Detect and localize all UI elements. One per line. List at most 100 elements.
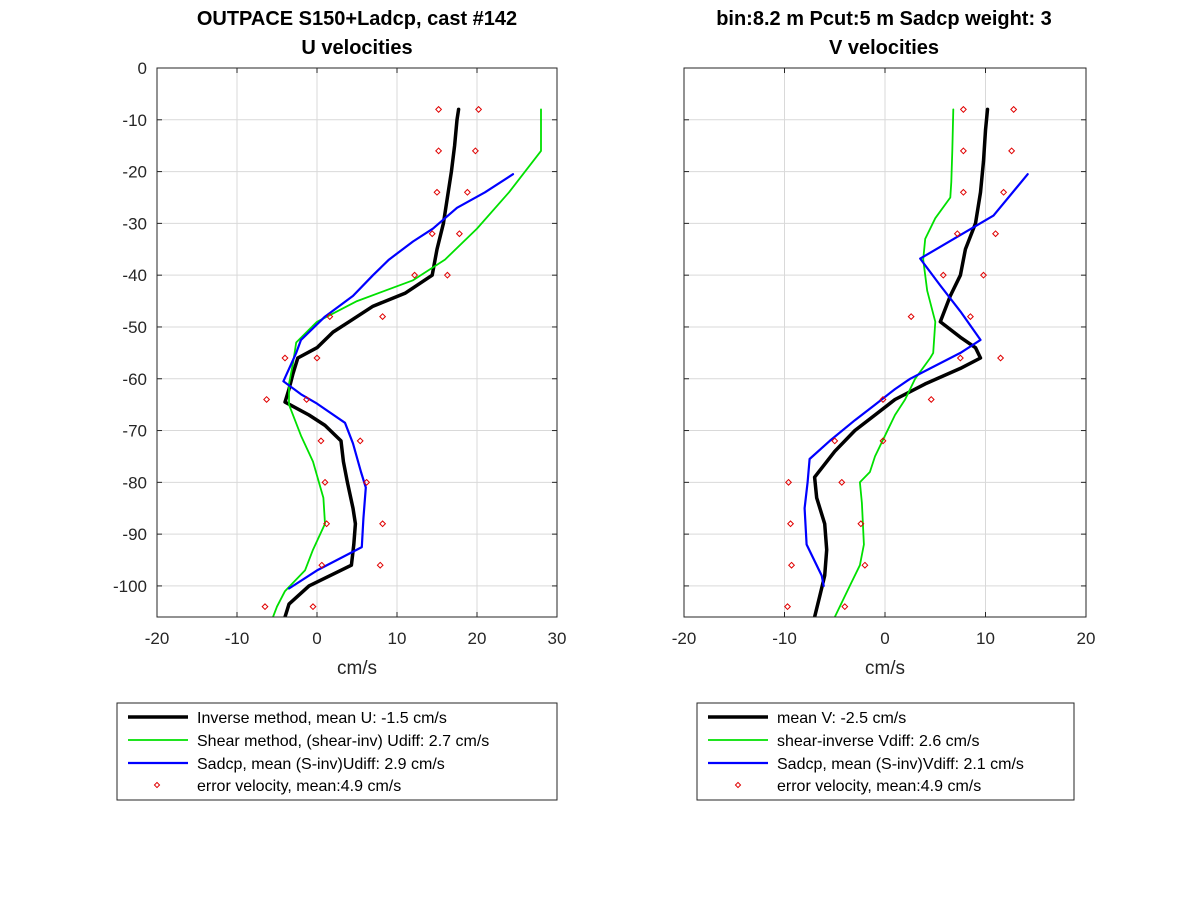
right-series-3-error-marker xyxy=(992,230,1000,238)
left-x-tick-label: 20 xyxy=(468,629,487,648)
right-panel: bin:8.2 m Pcut:5 m Sadcp weight: 3 V vel… xyxy=(672,8,1096,679)
left-axes-box xyxy=(156,67,558,618)
left-series-3-error-marker xyxy=(411,271,419,279)
right-panel-title: bin:8.2 m Pcut:5 m Sadcp weight: 3 xyxy=(716,8,1052,30)
right-series-3-error-marker xyxy=(1010,105,1018,113)
left-series-3-error-marker xyxy=(303,395,311,403)
left-series-3-error-marker xyxy=(443,271,451,279)
right-legend: mean V: -2.5 cm/s shear-inverse Vdiff: 2… xyxy=(696,702,1075,801)
left-panel: OUTPACE S150+Ladcp, cast #142 U velociti… xyxy=(113,8,566,679)
right-series-3-error-marker xyxy=(788,561,796,569)
right-series xyxy=(784,105,1029,617)
left-panel-subtitle: U velocities xyxy=(301,37,412,59)
legend-label-inverse: Inverse method, mean U: -1.5 cm/s xyxy=(197,710,447,727)
right-series-3-error-marker xyxy=(879,395,887,403)
right-series-3-error-marker xyxy=(857,520,865,528)
right-series-3-error-marker xyxy=(1008,147,1016,155)
left-series-3-error-marker xyxy=(313,354,321,362)
left-series-3-error-marker xyxy=(318,561,326,569)
left-x-tick-label: 30 xyxy=(548,629,567,648)
right-series-3-error-marker xyxy=(879,437,887,445)
left-series-1-line xyxy=(272,108,542,617)
legend-marker-error xyxy=(153,781,161,789)
right-series-3-error-marker xyxy=(841,603,849,611)
right-series-3-error-marker xyxy=(953,230,961,238)
right-series-3-error-marker xyxy=(787,520,795,528)
right-x-axis-label: cm/s xyxy=(865,658,905,679)
left-series-3-error-marker xyxy=(463,188,471,196)
right-series-3-error-marker xyxy=(956,354,964,362)
right-series-3-error-marker xyxy=(1000,188,1008,196)
right-series-3-error-marker xyxy=(861,561,869,569)
left-y-tick-label: -40 xyxy=(122,266,147,285)
right-x-tick-label: 0 xyxy=(880,629,889,648)
left-series-3-error-marker xyxy=(379,520,387,528)
left-y-tick-label: -70 xyxy=(122,422,147,441)
left-series-3-error-marker xyxy=(309,603,317,611)
left-y-tick-label: -60 xyxy=(122,370,147,389)
left-series-3-error-marker xyxy=(433,188,441,196)
left-series-0-line xyxy=(283,107,461,617)
left-series-3-error-marker xyxy=(263,395,271,403)
right-series-3-error-marker xyxy=(997,354,1005,362)
legend-label-error-v: error velocity, mean:4.9 cm/s xyxy=(777,778,981,795)
left-legend: Inverse method, mean U: -1.5 cm/s Shear … xyxy=(116,702,558,801)
left-x-tick-label: 0 xyxy=(312,629,321,648)
right-series-3-error-marker xyxy=(939,271,947,279)
left-panel-title: OUTPACE S150+Ladcp, cast #142 xyxy=(197,8,517,30)
right-x-tick-label: 20 xyxy=(1077,629,1096,648)
right-panel-subtitle: V velocities xyxy=(829,37,939,59)
left-legend-box xyxy=(116,702,558,801)
left-series-3-error-marker xyxy=(471,147,479,155)
left-series-3-error-marker xyxy=(376,561,384,569)
legend-label-mean-v: mean V: -2.5 cm/s xyxy=(777,710,906,727)
left-series-3-error-marker xyxy=(261,603,269,611)
right-series-0-line xyxy=(812,107,990,617)
left-ticks: -20 -10 0 10 20 300-10-20-30-40-50-60-70-80-9… xyxy=(113,59,566,648)
legend-label-shear: Shear method, (shear-inv) Udiff: 2.7 cm/… xyxy=(197,733,489,750)
left-series-3-error-marker xyxy=(475,105,483,113)
left-y-tick-label: -10 xyxy=(122,111,147,130)
left-series-3-error-marker xyxy=(356,437,364,445)
left-series-3-error-marker xyxy=(317,437,325,445)
left-series-3-error-marker xyxy=(435,105,443,113)
left-y-tick-label: -80 xyxy=(122,473,147,492)
right-series-3-error-marker xyxy=(838,478,846,486)
left-y-tick-label: -20 xyxy=(122,163,147,182)
left-series-3-error-marker xyxy=(326,313,334,321)
left-y-tick-label: -50 xyxy=(122,318,147,337)
right-series-3-error-marker xyxy=(959,105,967,113)
legend-marker-error-v xyxy=(734,781,742,789)
left-series-3-error-marker xyxy=(455,230,463,238)
left-x-tick-label: 10 xyxy=(388,629,407,648)
left-y-tick-label: -30 xyxy=(122,214,147,233)
right-series-3-error-marker xyxy=(785,478,793,486)
right-series-3-error-marker xyxy=(831,437,839,445)
right-x-tick-label: -10 xyxy=(772,629,797,648)
right-series-3-error-marker xyxy=(966,313,974,321)
left-series-3-error-marker xyxy=(281,354,289,362)
legend-label-sadcp: Sadcp, mean (S-inv)Udiff: 2.9 cm/s xyxy=(197,756,445,773)
left-x-tick-label: -10 xyxy=(225,629,250,648)
right-series-3-error-marker xyxy=(959,188,967,196)
right-x-tick-label: -20 xyxy=(672,629,697,648)
legend-label-shear-inverse: shear-inverse Vdiff: 2.6 cm/s xyxy=(777,733,979,750)
left-x-tick-label: -20 xyxy=(145,629,170,648)
left-series-3-error-marker xyxy=(363,478,371,486)
right-series-2-line xyxy=(803,173,1029,588)
left-series-3-error-marker xyxy=(435,147,443,155)
right-ticks: -20 -10 0 10 20 xyxy=(672,67,1096,648)
left-series-2-line xyxy=(282,173,515,590)
right-series-3-error-marker xyxy=(959,147,967,155)
left-series-3-error-marker xyxy=(379,313,387,321)
right-series-3-error-marker xyxy=(979,271,987,279)
left-y-tick-label: -90 xyxy=(122,525,147,544)
right-legend-box xyxy=(696,702,1075,801)
right-series-3-error-marker xyxy=(907,313,915,321)
left-series-3-error-marker xyxy=(428,230,436,238)
right-series-3-error-marker xyxy=(927,395,935,403)
right-series-3-error-marker xyxy=(784,603,792,611)
left-series xyxy=(261,105,542,617)
legend-label-sadcp-v: Sadcp, mean (S-inv)Vdiff: 2.1 cm/s xyxy=(777,756,1024,773)
